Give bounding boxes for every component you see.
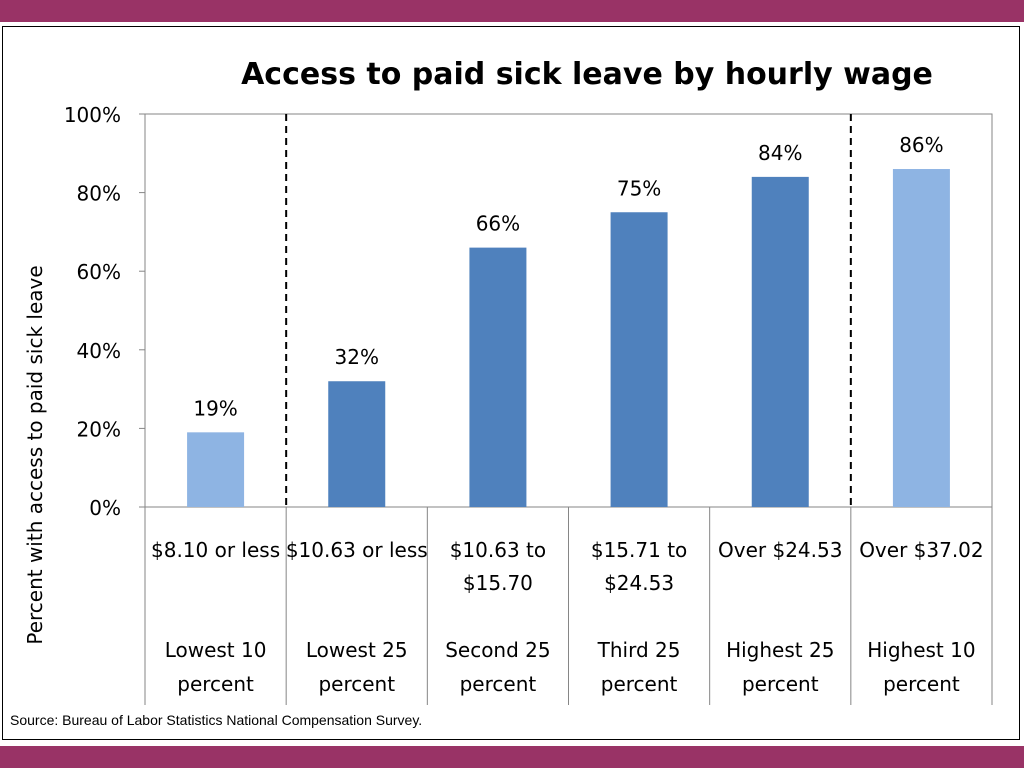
bar bbox=[187, 432, 245, 507]
x-category-group-label: Third 25 percent bbox=[597, 638, 681, 696]
y-axis-label: Percent with access to paid sick leave bbox=[23, 265, 47, 644]
x-category-wage-label: $8.10 or less bbox=[151, 538, 280, 562]
bar-value-label: 19% bbox=[193, 396, 237, 420]
chart-title: Access to paid sick leave by hourly wage bbox=[241, 57, 933, 92]
y-tick-label: 40% bbox=[77, 339, 121, 363]
x-category-group-label: Lowest 10 percent bbox=[165, 638, 267, 696]
x-category-wage-label: $10.63 to $15.70 bbox=[450, 538, 546, 595]
y-tick-label: 100% bbox=[64, 103, 121, 127]
x-category-wage-label: Over $24.53 bbox=[718, 538, 842, 562]
x-category-wage-label: $15.71 to $24.53 bbox=[591, 538, 687, 595]
bar-value-label: 86% bbox=[899, 133, 943, 157]
bar bbox=[610, 212, 668, 507]
y-tick-label: 0% bbox=[89, 496, 121, 520]
bar-value-label: 75% bbox=[617, 176, 661, 200]
x-category-wage-label: $10.63 or less bbox=[286, 538, 428, 562]
bar bbox=[892, 169, 950, 507]
y-tick-label: 20% bbox=[77, 417, 121, 441]
x-category-wage-label: Over $37.02 bbox=[859, 538, 983, 562]
x-category-group-label: Second 25 percent bbox=[445, 638, 550, 696]
bar-value-label: 32% bbox=[335, 345, 379, 369]
bar bbox=[469, 247, 527, 507]
y-tick-label: 80% bbox=[77, 182, 121, 206]
x-category-group-label: Highest 25 percent bbox=[726, 638, 834, 696]
y-tick-label: 60% bbox=[77, 260, 121, 284]
x-category-group-label: Lowest 25 percent bbox=[306, 638, 408, 696]
bar-value-label: 66% bbox=[476, 212, 520, 236]
top-accent-band bbox=[0, 0, 1024, 22]
plot-border bbox=[144, 113, 993, 508]
bottom-accent-band bbox=[0, 746, 1024, 768]
bar bbox=[328, 381, 386, 507]
x-category-group-label: Highest 10 percent bbox=[867, 638, 975, 696]
plot-area: 0% 20% 40% 60% 80% 100% 19% $8.10 or less Lowest… bbox=[64, 103, 993, 705]
source-note: Source: Bureau of Labor Statistics Natio… bbox=[10, 712, 423, 728]
bar-value-label: 84% bbox=[758, 141, 802, 165]
bar bbox=[751, 176, 809, 507]
